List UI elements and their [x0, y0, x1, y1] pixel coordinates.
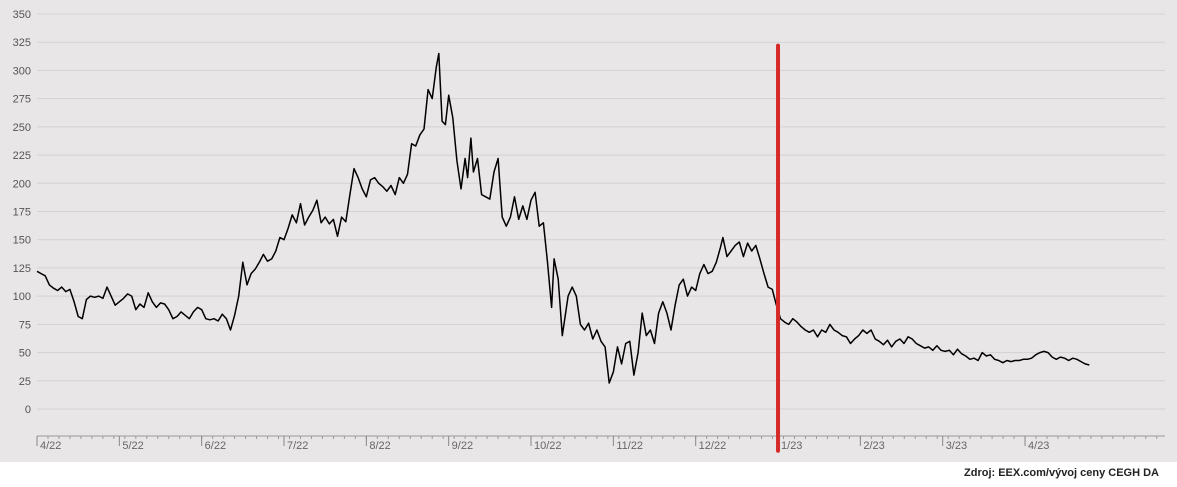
x-tick-label: 6/22: [205, 440, 226, 452]
x-tick-label: 4/23: [1028, 440, 1049, 452]
y-tick-label: 125: [13, 263, 31, 275]
x-tick-label: 4/22: [40, 440, 61, 452]
x-tick-label: 9/22: [452, 440, 473, 452]
y-tick-label: 250: [13, 122, 31, 134]
y-tick-label: 325: [13, 37, 31, 49]
grid-lines: [37, 13, 1165, 410]
source-note: Zdroj: EEX.com/vývoj ceny CEGH DA: [964, 467, 1159, 479]
line-chart: 0 25 50 75 100 125 150 175 200 225 250 275 300 325 350…: [13, 9, 1165, 453]
x-tick-label: 7/22: [287, 440, 308, 452]
y-axis-ticks: 0 25 50 75 100 125 150 175 200 225 250 275 300 325 350: [13, 9, 31, 416]
x-tick-label: 1/23: [781, 440, 802, 452]
x-tick-label: 3/23: [946, 440, 967, 452]
series-layer: [36, 52, 1090, 384]
x-tick-label: 10/22: [534, 440, 562, 452]
x-tick-label: 5/22: [122, 440, 143, 452]
chart-area: 0 25 50 75 100 125 150 175 200 225 250 275 300 325 350…: [0, 0, 1177, 462]
x-tick-label: 12/22: [699, 440, 727, 452]
y-tick-label: 200: [13, 178, 31, 190]
y-tick-label: 75: [19, 319, 31, 331]
y-tick-label: 350: [13, 9, 31, 21]
y-tick-label: 25: [19, 376, 31, 388]
y-tick-label: 0: [25, 404, 31, 416]
y-tick-label: 225: [13, 150, 31, 162]
price-series-line: [36, 52, 1090, 384]
y-tick-label: 275: [13, 94, 31, 106]
x-tick-label: 2/23: [863, 440, 884, 452]
y-tick-label: 300: [13, 65, 31, 77]
x-tick-label: 11/22: [616, 440, 643, 452]
y-tick-label: 50: [19, 348, 31, 360]
y-tick-label: 100: [13, 291, 31, 303]
y-tick-label: 175: [13, 207, 31, 219]
y-tick-label: 150: [13, 235, 31, 247]
x-axis: 4/22 5/22 6/22 7/22 8/22 9/22 10/22 11/22 12/22 1…: [36, 435, 1165, 452]
x-tick-label: 8/22: [369, 440, 390, 452]
